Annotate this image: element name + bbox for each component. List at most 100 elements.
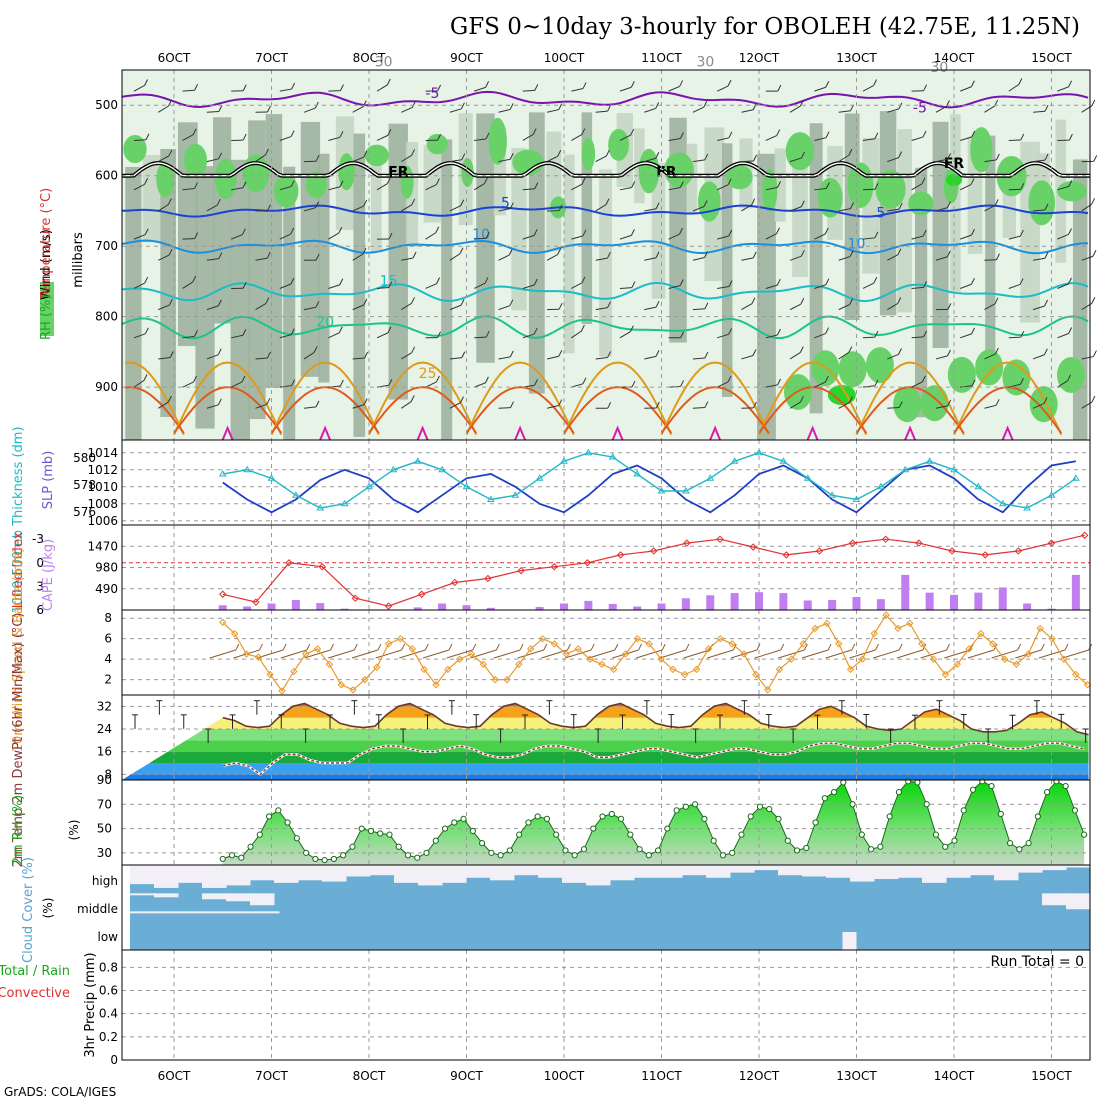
wind-barb-flag [412,251,417,259]
wind-barb [619,186,632,191]
surface-wind-barb-flag [543,643,548,651]
rh-marker [525,819,532,826]
wind-barb-flag [193,375,197,383]
wind-barb-flag [558,103,563,110]
wind-barb [862,237,875,240]
wind-barb [158,401,169,409]
lifted-index-marker [616,551,625,559]
wind-speed-panel: 2 4 6 8 [104,609,1093,696]
wind-barb [352,106,364,113]
wind-barb [741,109,754,113]
wind-barb [960,283,972,289]
wind-barb-flag [339,84,344,91]
cloud-high-clear [682,865,707,876]
wind-barb-flag [1068,327,1073,334]
wind-barb-flag [655,251,660,258]
rh-column [283,166,296,440]
wind-barb [279,185,292,191]
wind-barb-flag [704,153,709,161]
rh-moist-blob [943,168,959,204]
wind-speed-line [222,614,1088,692]
wind-barb-flag [144,276,149,284]
wind-barb [887,354,899,360]
rh-moist-blob [461,158,474,187]
thickness-marker [340,499,349,507]
cloud-unit: (%) [41,898,55,919]
cape-bar [218,605,227,610]
isotherm-35-tip [904,425,917,441]
surface-wind-barb [849,649,876,659]
wind-barb [352,304,364,311]
wind-barb [546,155,559,163]
rh-moist-blob [183,143,208,178]
surface-wind-barb [683,649,710,659]
wind-barb [1033,257,1046,261]
wind-barb-flag [680,331,685,338]
wind-barb-flag [388,232,393,240]
rh-column [669,117,687,343]
wind-barb-flag [484,177,488,184]
cloud-middle-clear [226,893,251,902]
rh-low-moist-blob [947,356,976,393]
cloud-middle-clear [250,893,275,906]
surface-wind-barb-flag [566,643,571,651]
cape-bar [779,593,788,610]
wind-barb [741,160,754,163]
wind-barb [425,232,437,240]
cloud-high-clear [490,865,515,881]
wind-barb-flag [461,153,466,160]
rh-marker [1062,782,1069,790]
wind-barb [449,159,462,163]
pressure-tick-label: 500 [95,98,118,112]
wind-barb-flag [241,228,246,235]
wind-barb-flag [290,180,295,187]
rh-moist-blob [305,171,327,198]
wind-barb-flag [753,401,757,409]
rh-marker [951,837,958,844]
wind-barb-flag [411,346,416,354]
wind-barb [401,302,412,311]
wind-speed-marker [835,640,843,648]
surface-wind-barb [517,649,544,659]
rh-moist-blob [697,181,721,222]
rh-marker [793,847,801,854]
contour-label: 15 [380,274,398,290]
wind-barb [814,137,827,141]
wind-barb-flag [824,375,829,383]
surface-wind-barb [1038,649,1066,659]
wind-barb-flag [411,101,416,108]
wind-barb [279,233,291,240]
wind-barb-flag [630,229,635,236]
pressure-tick-label: 900 [95,380,118,394]
run-total: Run Total = 0 [990,954,1084,970]
rh-marker [932,831,940,838]
wind-barb [449,253,461,261]
wind-barb-flag [460,102,465,110]
wind-barb [619,234,632,240]
bottom-date-label: 7OCT [255,1069,288,1083]
lifted-tick-label: 3 [36,579,44,593]
wind-barb [984,204,996,212]
wind-barb-flag [509,202,514,209]
wind-barb-flag [728,328,733,335]
wind-speed-marker [444,665,452,674]
rh-moist-blob [817,177,843,218]
wind-barb-flag [364,351,369,359]
rh-legend-swatch [40,282,54,336]
wind-barb-flag [1044,299,1048,307]
cloud-high-clear [370,865,395,876]
wind-barb [960,234,972,240]
lifted-index-marker [1080,531,1089,539]
wind-speed-marker [574,645,582,653]
surface-wind-barb-flag [377,643,382,651]
wind-barb-flag [897,297,902,304]
rh-marker [404,852,412,859]
rh-marker [247,843,254,850]
wind-barb-flag [703,100,708,108]
wind-barb-flag [339,131,344,138]
wind-barb-flag [825,182,830,189]
isotherm-35-tip [221,425,234,441]
wind-barb-flag [994,347,999,355]
wind-barb [789,206,802,212]
wind-barb-flag [460,199,465,206]
